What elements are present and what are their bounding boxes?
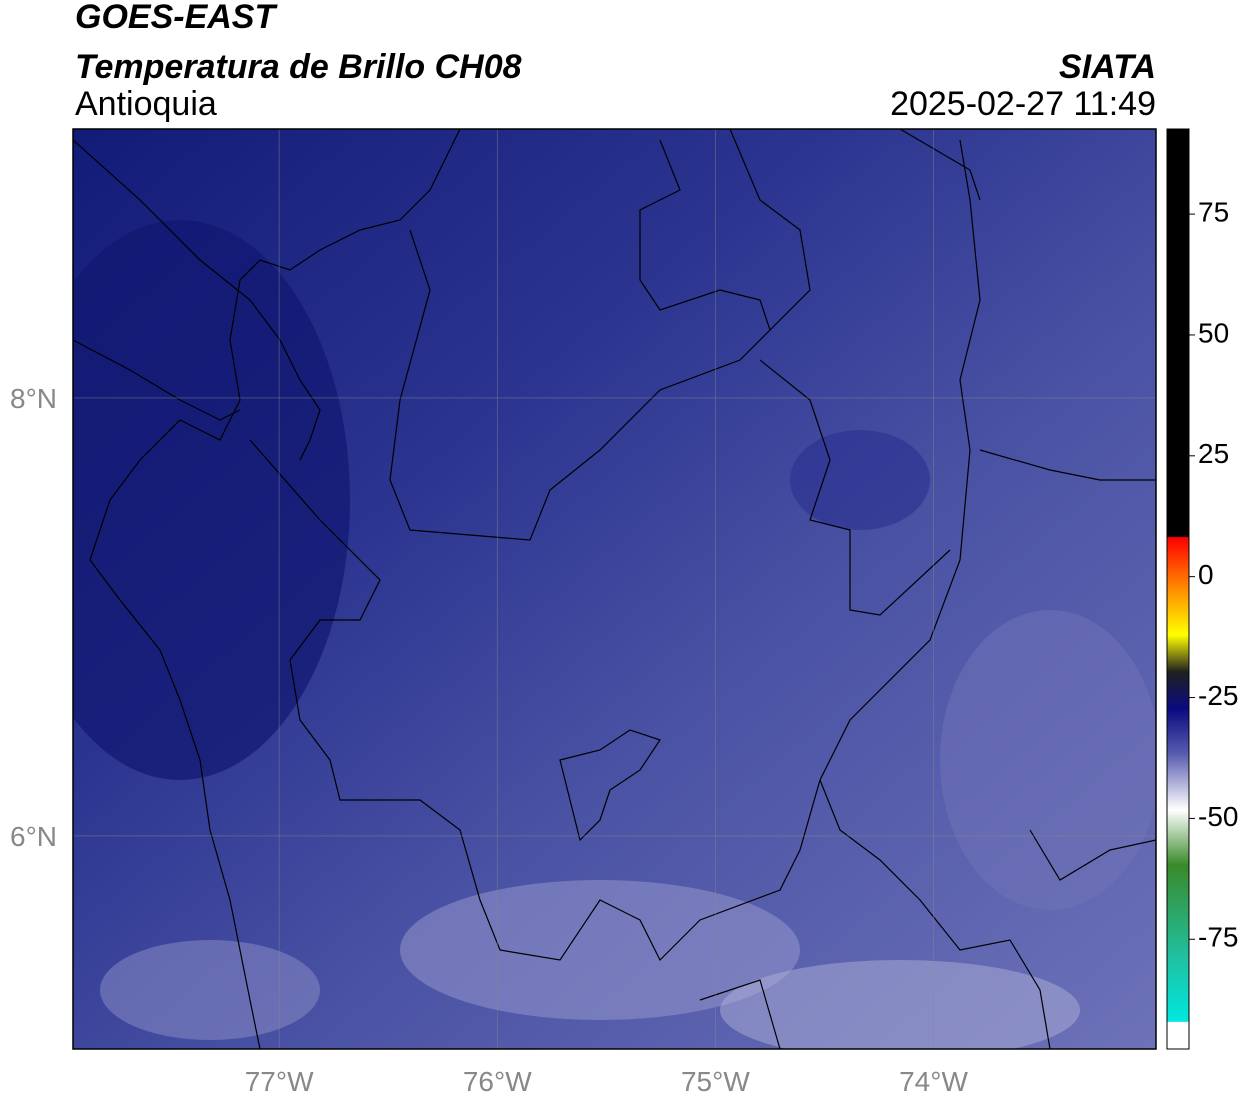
colorbar-tick-label: -50 [1198, 801, 1238, 832]
x-tick-label: 74°W [899, 1066, 968, 1097]
warm-region [720, 960, 1080, 1049]
warm-region [400, 880, 800, 1020]
colorbar-tick-label: -75 [1198, 922, 1238, 953]
department-border [559, 729, 661, 842]
title: GOES-EAST [75, 0, 278, 36]
department-border [389, 139, 771, 541]
source: SIATA [1059, 48, 1156, 86]
y-tick-label: 6°N [10, 821, 57, 852]
coastline [73, 139, 321, 461]
colorbar-tick-label: 0 [1198, 559, 1214, 590]
coastline [89, 129, 461, 1049]
cold-region [790, 430, 930, 530]
department-border [699, 449, 1156, 1049]
graticule [73, 129, 1156, 1049]
region: Antioquia [75, 85, 217, 123]
map-area [73, 129, 1156, 1049]
colorbar [1166, 128, 1190, 1050]
colorbar-tick-label: 25 [1198, 438, 1229, 469]
x-tick-label: 77°W [245, 1066, 314, 1097]
colorbar-tick-label: 75 [1198, 196, 1229, 227]
timestamp: 2025-02-27 11:49 [890, 85, 1156, 123]
warm-region [940, 610, 1156, 910]
subtitle: Temperatura de Brillo CH08 [75, 48, 522, 86]
warm-region [100, 940, 320, 1040]
x-tick-label: 76°W [463, 1066, 532, 1097]
colorbar-tick-label: 50 [1198, 317, 1229, 348]
x-tick-label: 75°W [681, 1066, 750, 1097]
department-border [249, 139, 981, 962]
cold-region [73, 220, 350, 780]
map-frame [72, 128, 1157, 1050]
department-border [729, 129, 981, 616]
colorbar-tick-label: -25 [1198, 680, 1238, 711]
y-tick-label: 8°N [10, 383, 57, 414]
